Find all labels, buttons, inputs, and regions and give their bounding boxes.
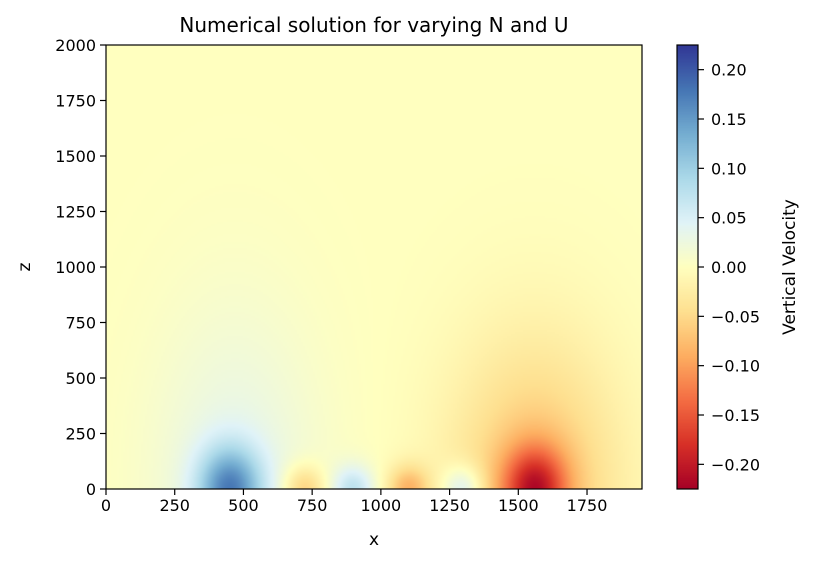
- colorbar-ticks: −0.20 −0.15 −0.10 −0.05 0.00 0.05 0.10 0.15 0.20: [698, 61, 760, 474]
- colorbar: −0.20 −0.15 −0.10 −0.05 0.00 0.05 0.10 0.15 0.20…: [676, 44, 800, 490]
- colorbar-tick-label: 0.05: [711, 209, 747, 228]
- colorbar-tick-label: −0.20: [711, 455, 760, 474]
- colorbar-label: Vertical Velocity: [780, 199, 800, 335]
- x-axis-ticks: 0 250 500 750 1000 1250 1500 1750: [101, 489, 607, 515]
- colorbar-tick-label: −0.05: [711, 307, 760, 326]
- x-tick-label: 500: [228, 496, 259, 515]
- heatmap-image: [106, 45, 642, 489]
- y-tick-label: 750: [65, 314, 96, 333]
- y-tick-label: 1500: [55, 147, 96, 166]
- y-tick-label: 1750: [55, 92, 96, 111]
- x-tick-label: 750: [297, 496, 328, 515]
- chart-title: Numerical solution for varying N and U: [179, 13, 568, 37]
- colorbar-tick-label: 0.10: [711, 159, 747, 178]
- x-tick-label: 0: [101, 496, 111, 515]
- y-tick-label: 2000: [55, 36, 96, 55]
- x-tick-label: 1000: [361, 496, 402, 515]
- colorbar-gradient: [677, 45, 698, 489]
- colorbar-tick-label: 0.20: [711, 61, 747, 80]
- colorbar-tick-label: −0.10: [711, 357, 760, 376]
- x-tick-label: 250: [159, 496, 190, 515]
- y-tick-label: 1000: [55, 258, 96, 277]
- colorbar-tick-label: 0.00: [711, 258, 747, 277]
- x-axis-label: x: [369, 530, 379, 550]
- y-tick-label: 250: [65, 425, 96, 444]
- x-tick-label: 1250: [429, 496, 470, 515]
- colorbar-tick-label: 0.15: [711, 110, 747, 129]
- y-axis-ticks: 0 250 500 750 1000 1250 1500 1750 2000: [55, 36, 106, 499]
- y-tick-label: 500: [65, 369, 96, 388]
- y-axis-label: z: [15, 262, 35, 271]
- x-tick-label: 1750: [567, 496, 608, 515]
- plot-area: [105, 44, 643, 490]
- y-tick-label: 1250: [55, 203, 96, 222]
- y-tick-label: 0: [86, 480, 96, 499]
- colorbar-tick-label: −0.15: [711, 406, 760, 425]
- x-tick-label: 1500: [498, 496, 539, 515]
